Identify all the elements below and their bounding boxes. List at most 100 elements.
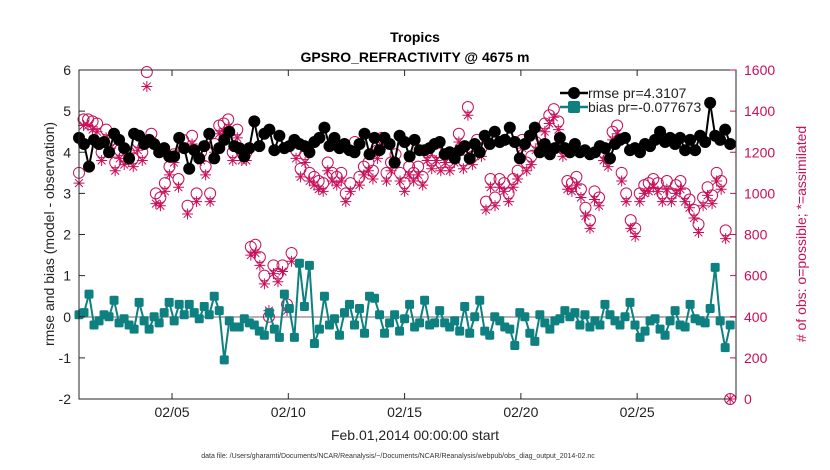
x-tick-label: 02/25 [620, 404, 655, 420]
bias-point [380, 328, 390, 338]
obs-assimilated-point [579, 210, 591, 222]
bias-point [204, 310, 214, 320]
rmse-point [98, 135, 111, 148]
rmse-point [193, 152, 206, 165]
bias-point [329, 314, 339, 324]
rmse-point [719, 123, 732, 136]
bias-point [670, 306, 680, 316]
bias-point [219, 355, 229, 365]
obs-assimilated-point [602, 161, 614, 173]
bias-point [279, 289, 289, 299]
bias-point [169, 316, 179, 326]
rmse-point [303, 146, 316, 159]
rmse-point [473, 146, 486, 159]
obs-assimilated-point [258, 278, 270, 290]
bias-point [139, 316, 149, 326]
bias-point [405, 299, 415, 309]
y-tick-label: -2 [59, 391, 72, 407]
bias-point [705, 304, 715, 314]
obs-assimilated-point [136, 154, 148, 166]
data-file-footnote: data file: /Users/gharamti/Documents/NCA… [201, 453, 595, 460]
bias-point [390, 310, 400, 320]
rmse-point [223, 125, 236, 138]
obs-assimilated-point [109, 165, 121, 177]
bias-point [144, 324, 154, 334]
bias-point [314, 324, 324, 334]
bias-point [685, 299, 695, 309]
bias-point [299, 301, 309, 311]
y2-tick-label: 400 [744, 309, 768, 325]
rmse-point [268, 144, 281, 157]
bias-point [79, 308, 89, 318]
obs-assimilated-point [231, 132, 243, 144]
rmse-point [498, 133, 511, 146]
obs-assimilated-point [191, 196, 203, 208]
obs-assimilated-point [584, 222, 596, 234]
bias-point [535, 310, 545, 320]
obs-assimilated-point [466, 159, 478, 171]
rmse-point [689, 144, 702, 157]
bias-point [530, 336, 540, 346]
bias-point [129, 324, 139, 334]
bias-point [595, 320, 605, 330]
obs-assimilated-point [417, 179, 429, 191]
obs-assimilated-point [358, 169, 370, 181]
rmse-point [263, 123, 276, 136]
obs-assimilated-point [403, 169, 415, 181]
rmse-point [203, 127, 216, 140]
rmse-point [528, 121, 541, 134]
obs-assimilated-point [485, 181, 497, 193]
bias-point [555, 314, 565, 324]
bias-point [465, 328, 475, 338]
obs-assimilated-point [453, 136, 465, 148]
obs-assimilated-point [589, 194, 601, 206]
rmse-point [538, 138, 551, 151]
bias-point [294, 258, 304, 268]
bias-point [264, 308, 274, 318]
bias-series-layer [74, 258, 735, 365]
obs-assimilated-point [643, 185, 655, 197]
obs-assimilated-point [435, 165, 447, 177]
rmse-point [513, 152, 526, 165]
obs-assimilated-point [394, 175, 406, 187]
bias-point [179, 310, 189, 320]
obs-assimilated-point [634, 196, 646, 208]
bias-point [344, 299, 354, 309]
bias-point [259, 330, 269, 340]
legend-rmse-label: rmse pr=4.3107 [588, 85, 687, 101]
legend-rmse-marker [568, 87, 580, 99]
rmse-point [483, 138, 496, 151]
obs-assimilated-point [503, 196, 515, 208]
rmse-point [253, 140, 266, 153]
obs-assimilated-point [114, 152, 126, 164]
obs-assimilated-point [353, 179, 365, 191]
bias-point [510, 341, 520, 351]
obs-assimilated-point [254, 259, 266, 271]
y-tick-label: 5 [63, 103, 71, 119]
rmse-point [388, 156, 401, 169]
bias-point [234, 322, 244, 332]
obs-assimilated-point [245, 249, 257, 261]
y-tick-label: 6 [63, 62, 71, 78]
obs-assimilated-point [439, 157, 451, 169]
chart-subtitle: GPSRO_REFRACTIVITY @ 4675 m [301, 49, 530, 65]
obs-assimilated-point [344, 185, 356, 197]
bias-point [274, 332, 284, 342]
bias-point [209, 291, 219, 301]
obs-assimilated-point [620, 196, 632, 208]
rmse-point [553, 131, 566, 144]
bias-point [600, 299, 610, 309]
bias-point [725, 320, 735, 330]
obs-assimilated-point [462, 109, 474, 121]
obs-assimilated-point [688, 212, 700, 224]
bias-point [520, 312, 530, 322]
obs-assimilated-point [711, 175, 723, 187]
bias-point [720, 343, 730, 353]
obs-assimilated-point [683, 202, 695, 214]
obs-assimilated-point [295, 171, 307, 183]
obs-assimilated-point [299, 157, 311, 169]
rmse-point [248, 115, 261, 128]
bias-point [525, 328, 535, 338]
